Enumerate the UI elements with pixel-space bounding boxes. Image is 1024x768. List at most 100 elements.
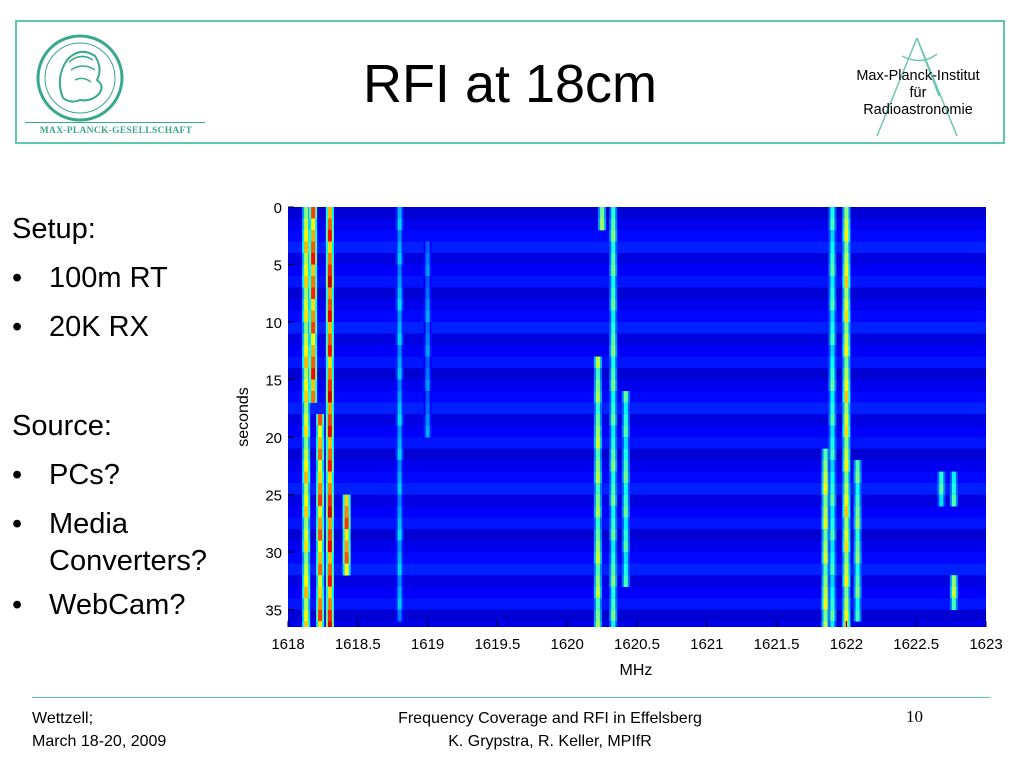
footer-location: Wettzell; [32, 710, 94, 727]
signal-mark [318, 563, 323, 576]
bullet-item: 20K RX [12, 303, 207, 352]
bullet-item: PCs? [12, 451, 207, 500]
signal-mark [611, 621, 616, 627]
signal-mark [611, 460, 616, 472]
signal-mark [327, 356, 332, 369]
signal-mark [855, 609, 860, 622]
signal-mark [595, 414, 600, 426]
signal-mark [327, 310, 332, 323]
footer-center: Frequency Coverage and RFI in Effelsberg… [310, 707, 790, 753]
background-row [288, 471, 986, 484]
signal-mark [844, 414, 849, 426]
signal-mark [855, 540, 860, 553]
signal-mark [951, 598, 956, 611]
signal-mark [327, 575, 332, 588]
signal-mark [304, 425, 309, 438]
signal-mark [304, 483, 309, 495]
signal-mark [595, 437, 600, 449]
signal-mark [397, 264, 402, 277]
signal-mark [425, 402, 430, 415]
signal-mark [623, 425, 628, 438]
x-tick-label: 1621.5 [754, 636, 800, 653]
signal-mark [611, 218, 616, 231]
signal-mark [830, 264, 835, 277]
signal-mark [623, 391, 628, 403]
background-row [288, 345, 986, 358]
signal-mark [844, 241, 849, 254]
signal-mark [327, 333, 332, 346]
signal-mark [304, 414, 309, 426]
signal-mark [830, 621, 835, 627]
signal-mark [951, 471, 956, 484]
signal-mark [830, 483, 835, 495]
bullet-item: Media [12, 500, 207, 549]
signal-mark [595, 540, 600, 553]
radio-telescope-icon [876, 37, 958, 136]
page-number: 10 [906, 707, 923, 726]
background-row [288, 379, 986, 392]
signal-mark [823, 621, 828, 627]
signal-mark [397, 207, 402, 219]
signal-mark [830, 448, 835, 461]
signal-mark [397, 379, 402, 392]
signal-mark [623, 437, 628, 449]
signal-mark [397, 333, 402, 346]
signal-mark [830, 218, 835, 231]
bullet-item-continued: Converters? [49, 545, 207, 577]
signal-mark [327, 322, 332, 334]
signal-mark [844, 310, 849, 323]
signal-mark [311, 287, 316, 300]
signal-mark [397, 241, 402, 254]
signal-mark [318, 414, 323, 426]
signal-mark [844, 448, 849, 461]
signal-mark [318, 586, 323, 599]
signal-mark [318, 506, 323, 518]
background-row [288, 575, 986, 588]
signal-mark [855, 494, 860, 507]
signal-mark [397, 494, 402, 507]
signal-mark [623, 494, 628, 507]
signal-mark [844, 299, 849, 311]
signal-mark [611, 276, 616, 288]
signal-mark [595, 517, 600, 530]
signal-mark [623, 540, 628, 553]
background-row [288, 609, 986, 622]
signal-mark [844, 460, 849, 472]
background-row [288, 218, 986, 231]
signal-mark [327, 506, 332, 518]
background-row [288, 460, 986, 473]
signal-mark [844, 529, 849, 541]
signal-mark [311, 310, 316, 323]
minerva-icon [36, 34, 124, 122]
signal-mark [397, 425, 402, 438]
signal-mark [595, 483, 600, 495]
signal-mark [951, 483, 956, 495]
y-tick-label: 15 [265, 373, 282, 390]
signal-mark [304, 471, 309, 484]
background-row [288, 517, 986, 530]
signal-mark [830, 517, 835, 530]
signal-mark [595, 586, 600, 599]
signal-mark [344, 529, 349, 541]
signal-mark [844, 575, 849, 588]
signal-mark [327, 299, 332, 311]
signal-mark [311, 207, 316, 219]
signal-mark [844, 494, 849, 507]
signal-mark [425, 368, 430, 380]
signal-mark [304, 287, 309, 300]
signal-mark [318, 471, 323, 484]
signal-mark [344, 563, 349, 576]
signal-mark [397, 345, 402, 357]
background-row [288, 552, 986, 565]
signal-mark [611, 299, 616, 311]
signal-mark [623, 460, 628, 472]
signal-mark [611, 379, 616, 392]
signal-mark [425, 414, 430, 426]
y-tick-label: 10 [265, 315, 282, 332]
signal-mark [311, 241, 316, 254]
footer-date: March 18-20, 2009 [32, 733, 167, 750]
signal-mark [304, 299, 309, 311]
signal-mark [595, 563, 600, 576]
signal-mark [318, 483, 323, 495]
signal-mark [318, 529, 323, 541]
